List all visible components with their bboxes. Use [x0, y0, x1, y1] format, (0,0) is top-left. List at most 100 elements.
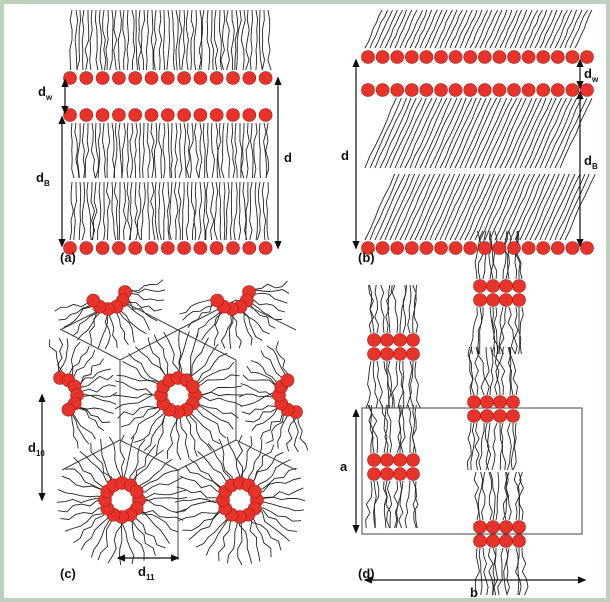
figure: (a)dwdBd(b)ddwdB(c)d10d11(d)ab: [0, 0, 610, 602]
head-group: [394, 468, 407, 481]
head-group: [494, 396, 507, 409]
head-group: [243, 72, 256, 85]
dimension-label: a: [340, 459, 348, 474]
head-group: [474, 535, 487, 548]
head-group: [487, 535, 500, 548]
head-group: [376, 84, 389, 97]
dimension-label: d: [341, 148, 349, 163]
head-group: [566, 51, 579, 64]
head-group: [551, 242, 564, 255]
head-group: [194, 72, 207, 85]
dimension-symbol: d: [584, 66, 592, 81]
head-group: [493, 242, 506, 255]
head-group: [566, 84, 579, 97]
panel-label: (c): [60, 566, 76, 581]
head-group: [178, 109, 191, 122]
head-group: [161, 72, 174, 85]
head-group: [493, 51, 506, 64]
panel-label: (d): [358, 566, 375, 581]
head-group: [227, 109, 240, 122]
head-group: [407, 334, 420, 347]
head-group: [391, 84, 404, 97]
head-group: [468, 396, 481, 409]
head-group: [368, 348, 381, 361]
head-group: [481, 410, 494, 423]
head-group: [161, 109, 174, 122]
head-group: [407, 454, 420, 467]
head-group: [368, 334, 381, 347]
head-group: [420, 242, 433, 255]
head-group: [211, 294, 224, 307]
head-group: [381, 334, 394, 347]
head-group: [210, 72, 223, 85]
head-group: [508, 242, 521, 255]
head-group: [474, 521, 487, 534]
head-group: [487, 280, 500, 293]
head-group: [145, 109, 158, 122]
head-group: [376, 51, 389, 64]
head-group: [80, 72, 93, 85]
head-group: [522, 51, 535, 64]
head-group: [394, 334, 407, 347]
head-group: [87, 294, 100, 307]
head-group: [487, 294, 500, 307]
head-group: [522, 242, 535, 255]
head-group: [145, 242, 158, 255]
head-group: [500, 294, 513, 307]
head-group: [62, 403, 75, 416]
head-group: [394, 348, 407, 361]
head-group: [210, 109, 223, 122]
head-group: [513, 521, 526, 534]
head-group: [227, 242, 240, 255]
dimension-symbol: a: [340, 459, 348, 474]
head-group: [405, 51, 418, 64]
head-group: [129, 242, 142, 255]
dimension-label: d: [284, 150, 292, 165]
head-group: [513, 280, 526, 293]
head-group: [129, 109, 142, 122]
dimension-subscript: B: [592, 162, 598, 171]
head-group: [493, 84, 506, 97]
head-group: [537, 242, 550, 255]
head-group: [210, 242, 223, 255]
panel-label: (b): [358, 250, 375, 265]
head-group: [259, 242, 272, 255]
head-group: [407, 468, 420, 481]
dimension-symbol: d: [341, 148, 349, 163]
head-group: [281, 374, 294, 387]
head-group: [381, 454, 394, 467]
head-group: [468, 410, 481, 423]
head-group: [464, 84, 477, 97]
head-group: [566, 242, 579, 255]
head-group: [420, 84, 433, 97]
head-group: [513, 294, 526, 307]
head-group: [478, 51, 491, 64]
head-group: [391, 242, 404, 255]
head-group: [394, 454, 407, 467]
head-group: [435, 84, 448, 97]
head-group: [449, 51, 462, 64]
head-group: [581, 51, 594, 64]
head-group: [80, 109, 93, 122]
dimension-symbol: d: [138, 564, 146, 579]
dimension-symbol: d: [38, 84, 46, 99]
head-group: [112, 242, 125, 255]
head-group: [551, 51, 564, 64]
head-group: [581, 84, 594, 97]
head-group: [129, 72, 142, 85]
head-group: [551, 84, 564, 97]
head-group: [112, 72, 125, 85]
head-group: [407, 348, 420, 361]
diagram: (a)dwdBd(b)ddwdB(c)d10d11(d)ab: [0, 0, 610, 602]
dimension-subscript: w: [45, 93, 53, 102]
head-group: [420, 51, 433, 64]
head-group: [194, 242, 207, 255]
head-group: [581, 242, 594, 255]
head-group: [435, 242, 448, 255]
head-group: [96, 242, 109, 255]
head-group: [368, 468, 381, 481]
head-group: [508, 84, 521, 97]
head-group: [507, 396, 520, 409]
head-group: [507, 410, 520, 423]
head-group: [464, 51, 477, 64]
